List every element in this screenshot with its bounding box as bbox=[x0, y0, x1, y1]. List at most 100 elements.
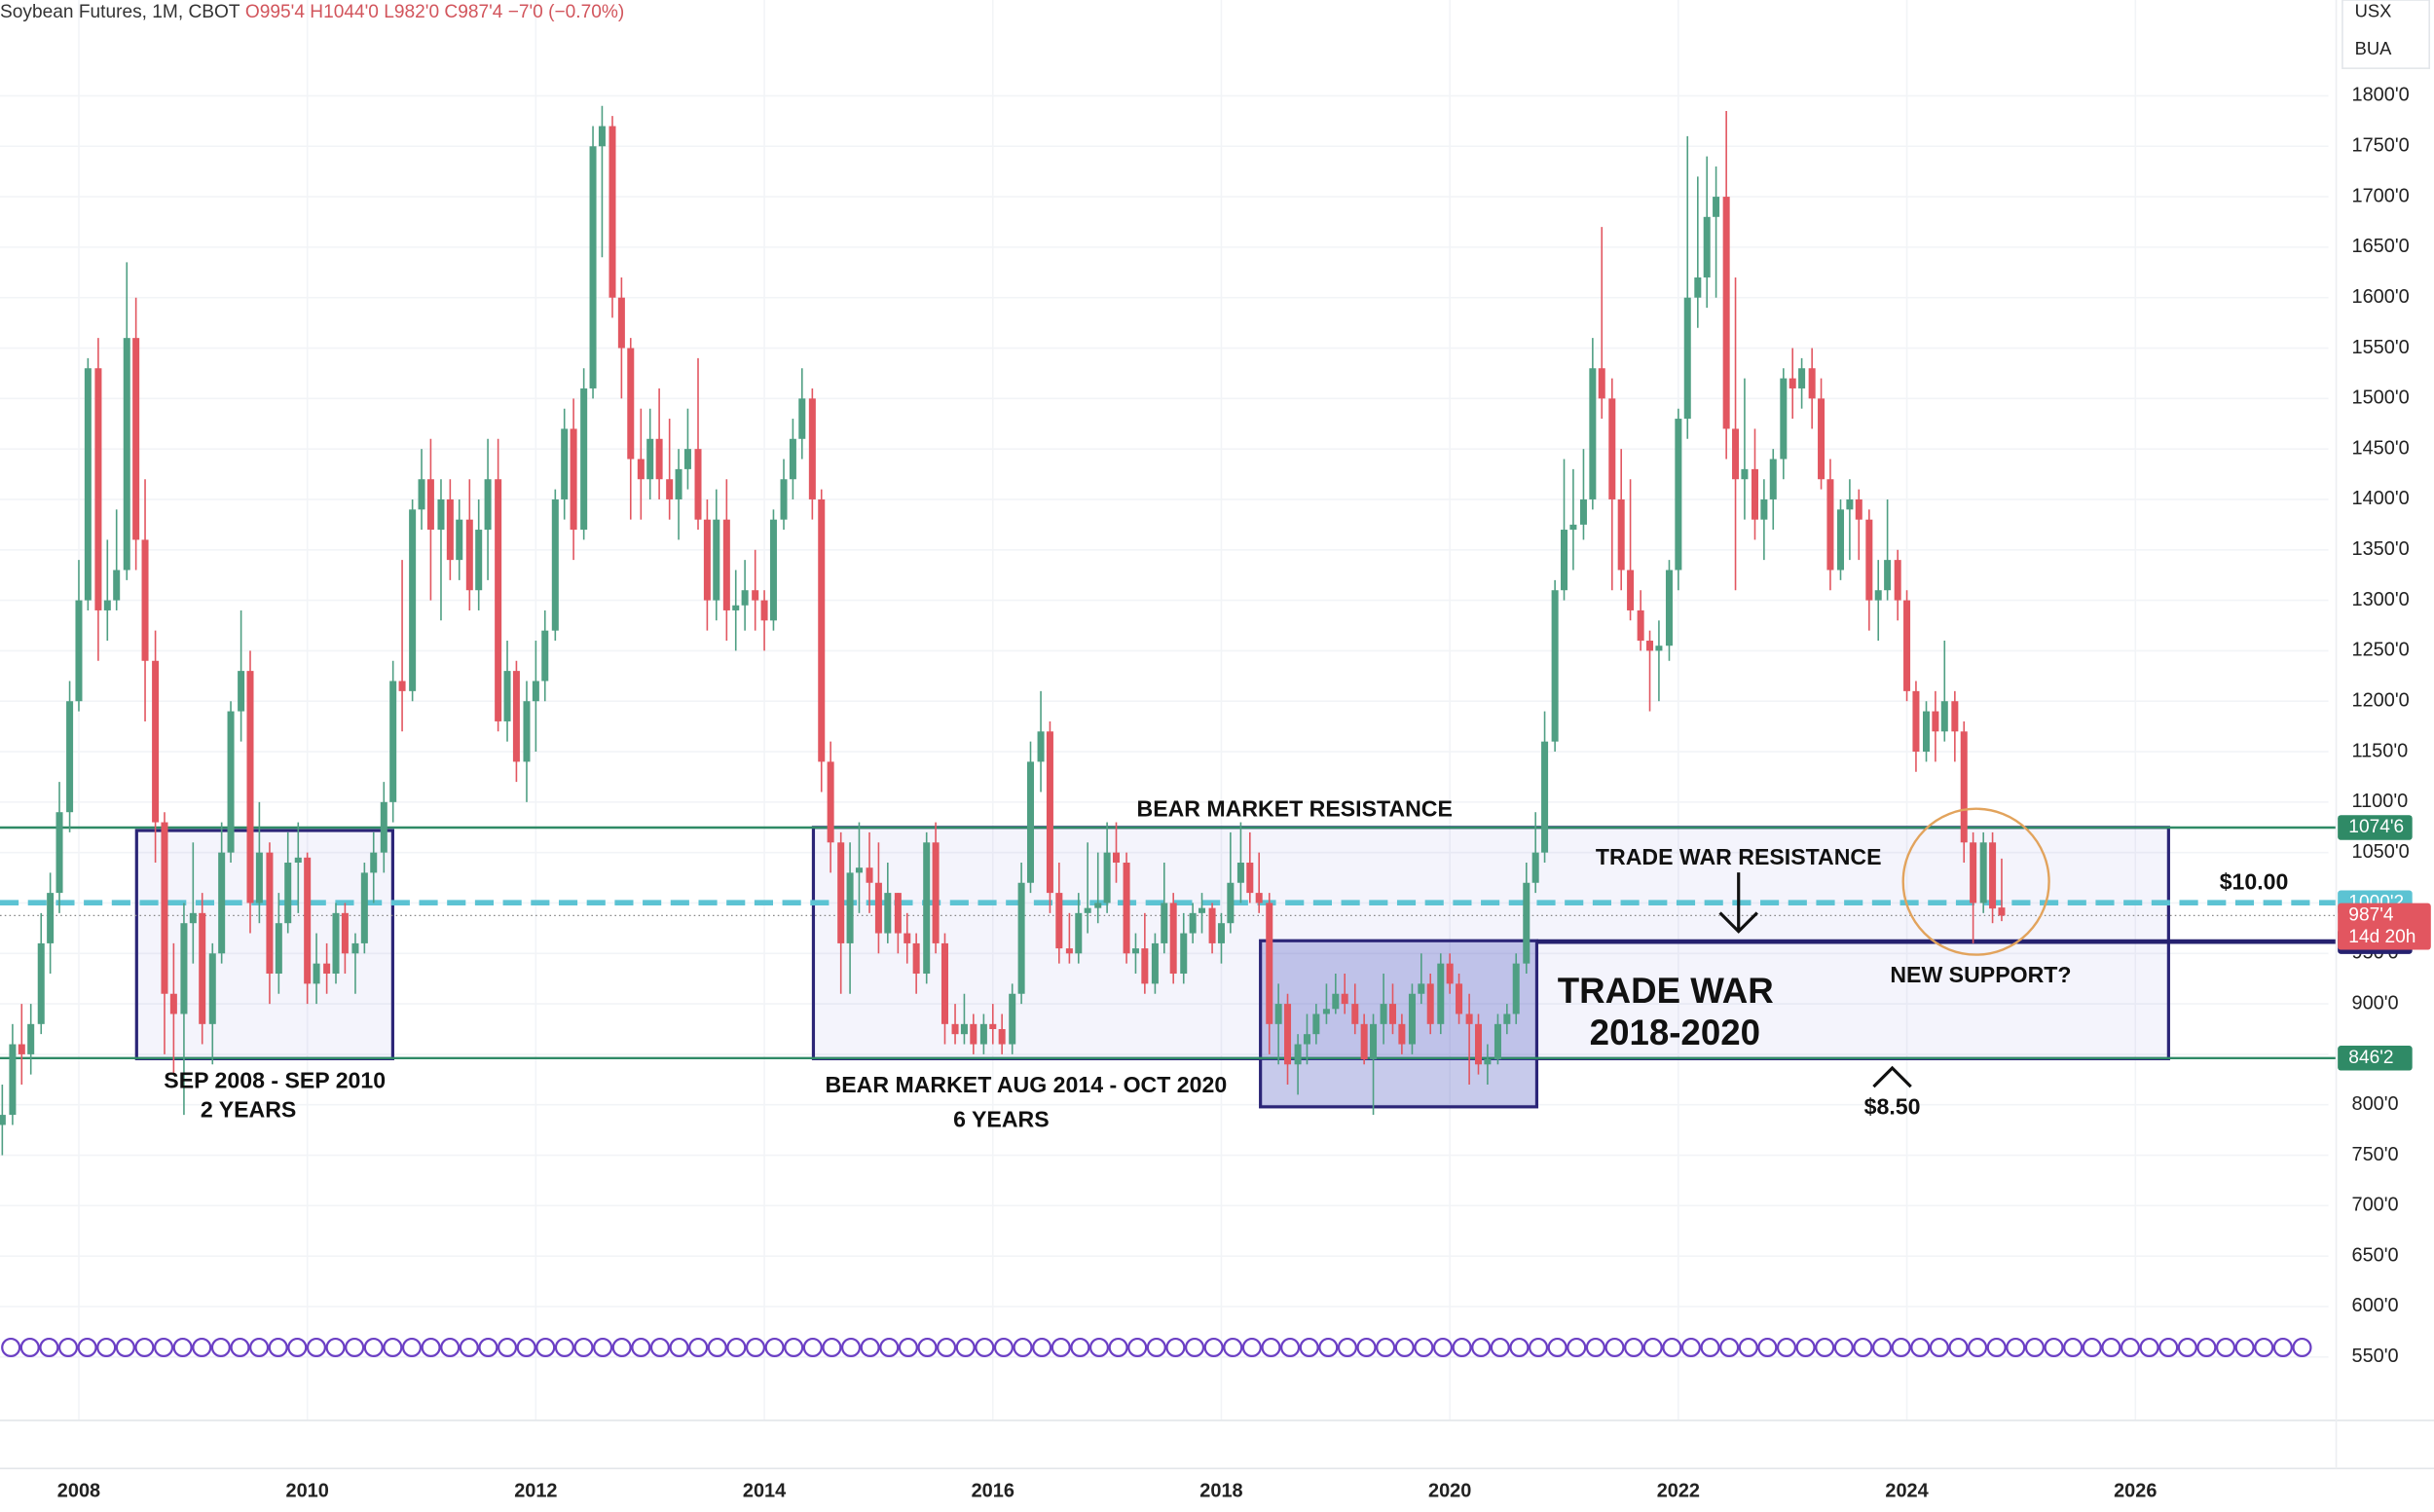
event-icon bbox=[498, 1337, 518, 1358]
candle-body bbox=[655, 438, 663, 480]
event-icon bbox=[764, 1337, 785, 1358]
event-icon bbox=[516, 1337, 536, 1358]
candle-body bbox=[1503, 1014, 1511, 1024]
y-tick-label: 1700'0 bbox=[2351, 185, 2409, 206]
candle-body bbox=[1303, 1034, 1310, 1045]
x-tick-label: 2018 bbox=[1199, 1481, 1242, 1502]
x-tick-label: 2024 bbox=[1885, 1481, 1928, 1502]
event-icon bbox=[1337, 1337, 1357, 1358]
event-icon bbox=[2006, 1337, 2026, 1358]
candle-body bbox=[409, 509, 417, 691]
candle-body bbox=[1084, 907, 1091, 913]
candle-body bbox=[218, 852, 226, 954]
candle-body bbox=[1408, 993, 1416, 1045]
candle-body bbox=[294, 857, 302, 864]
event-icon bbox=[1795, 1337, 1816, 1358]
event-icon bbox=[593, 1337, 613, 1358]
x-tick-label: 2010 bbox=[286, 1481, 329, 1502]
candle-body bbox=[1855, 498, 1862, 520]
candle-body bbox=[1332, 993, 1340, 1010]
event-icon bbox=[1032, 1337, 1052, 1358]
candle-body bbox=[9, 1044, 17, 1116]
candle-body bbox=[1418, 983, 1425, 994]
candle-body bbox=[1266, 903, 1273, 1024]
candle-body bbox=[1903, 600, 1911, 691]
event-icon bbox=[363, 1337, 384, 1358]
candle-body bbox=[304, 857, 312, 984]
event-icon bbox=[1871, 1337, 1893, 1358]
y-tick-label: 1750'0 bbox=[2351, 135, 2409, 157]
range-box bbox=[134, 829, 394, 1061]
event-icon bbox=[134, 1337, 155, 1358]
candle-body bbox=[1312, 1014, 1320, 1035]
annotation: TRADE WAR bbox=[1558, 971, 1774, 1011]
event-icon bbox=[115, 1337, 135, 1358]
y-tick-label: 900'0 bbox=[2351, 992, 2398, 1014]
candle-body bbox=[1865, 519, 1873, 601]
event-icon bbox=[1719, 1337, 1740, 1358]
event-icon bbox=[1223, 1337, 1243, 1358]
event-icon bbox=[1968, 1337, 1988, 1358]
event-icon bbox=[2139, 1337, 2159, 1358]
event-icon bbox=[879, 1337, 900, 1358]
candle-body bbox=[1960, 731, 1968, 843]
event-icon bbox=[860, 1337, 880, 1358]
candle-body bbox=[1112, 852, 1121, 864]
candle-body bbox=[1351, 1004, 1359, 1024]
annotation: $8.50 bbox=[1864, 1094, 1921, 1120]
y-tick-label: 700'0 bbox=[2351, 1195, 2398, 1216]
candle-body bbox=[169, 993, 177, 1014]
x-tick-label: 2016 bbox=[972, 1481, 1014, 1502]
candle-body bbox=[1446, 963, 1454, 984]
candle-body bbox=[970, 1023, 977, 1045]
candle-body bbox=[598, 126, 606, 147]
event-icon bbox=[2082, 1337, 2102, 1358]
y-tick-label: 750'0 bbox=[2351, 1144, 2398, 1165]
candle-body bbox=[1769, 459, 1777, 499]
candle-body bbox=[1722, 197, 1730, 429]
candle-body bbox=[512, 671, 520, 762]
ohlc-values: O995'4 H1044'0 L982'0 C987'4 −7'0 (−0.70… bbox=[245, 2, 624, 22]
candle-body bbox=[389, 681, 397, 802]
y-tick-label: 1600'0 bbox=[2351, 286, 2409, 308]
candle-body bbox=[1694, 277, 1702, 298]
candle-body bbox=[199, 912, 206, 1024]
candle-body bbox=[1103, 852, 1111, 904]
event-icon bbox=[1604, 1337, 1625, 1358]
candle-body bbox=[398, 681, 406, 691]
candle-body bbox=[637, 459, 645, 480]
candle-body bbox=[732, 605, 740, 610]
event-icon bbox=[1471, 1337, 1492, 1358]
event-icon bbox=[1165, 1337, 1186, 1358]
candle-body bbox=[1512, 963, 1520, 1014]
event-icon bbox=[1394, 1337, 1415, 1358]
candle-body bbox=[589, 146, 597, 388]
event-icon bbox=[1700, 1337, 1720, 1358]
event-icons bbox=[1, 1337, 2312, 1358]
candle-body bbox=[713, 519, 720, 601]
event-icon bbox=[2158, 1337, 2179, 1358]
candle-body bbox=[1894, 560, 1901, 601]
candle-body bbox=[484, 479, 492, 531]
candle-body bbox=[1437, 963, 1445, 1024]
y-tick-label: 1450'0 bbox=[2351, 437, 2409, 459]
event-icon bbox=[1929, 1337, 1949, 1358]
candle-body bbox=[1131, 948, 1139, 954]
event-icon bbox=[1833, 1337, 1854, 1358]
candle-body bbox=[703, 519, 711, 601]
event-icon bbox=[1184, 1337, 1205, 1358]
event-icon bbox=[1948, 1337, 1969, 1358]
y-tick-label: 1500'0 bbox=[2351, 387, 2409, 409]
candle-body bbox=[1818, 398, 1826, 480]
candle-body bbox=[123, 338, 130, 571]
event-icon bbox=[1299, 1337, 1319, 1358]
candle-body bbox=[998, 1029, 1006, 1045]
unit-box bbox=[2342, 0, 2431, 69]
event-icon bbox=[1776, 1337, 1797, 1358]
event-icon bbox=[96, 1337, 117, 1358]
x-tick-label: 2008 bbox=[57, 1481, 100, 1502]
event-icon bbox=[1509, 1337, 1530, 1358]
event-icon bbox=[1356, 1337, 1377, 1358]
event-icon bbox=[154, 1337, 174, 1358]
event-icon bbox=[268, 1337, 288, 1358]
